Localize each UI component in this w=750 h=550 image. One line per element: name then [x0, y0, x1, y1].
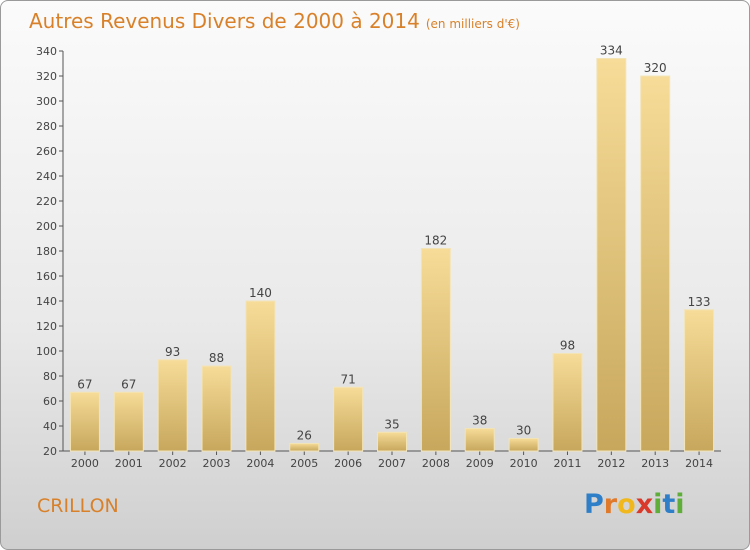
bar [157, 359, 188, 452]
x-tick-label: 2007 [378, 457, 406, 470]
bar-value-label: 133 [688, 295, 711, 309]
bar [552, 353, 583, 452]
y-tick-label: 300 [36, 95, 57, 108]
bar [333, 386, 364, 452]
chart-title: Autres Revenus Divers de 2000 à 2014 (en … [29, 9, 520, 33]
y-tick-label: 280 [36, 120, 57, 133]
logo-letter: o [617, 489, 636, 520]
y-tick-label: 40 [43, 420, 57, 433]
bar-value-label: 88 [209, 351, 224, 365]
bar [201, 365, 232, 452]
title-text: Autres Revenus Divers de 2000 à 2014 [29, 9, 420, 33]
bar-value-label: 26 [297, 429, 312, 443]
bar-value-label: 98 [560, 339, 575, 353]
x-tick-label: 2000 [71, 457, 99, 470]
x-tick-label: 2008 [422, 457, 450, 470]
y-tick-label: 60 [43, 395, 57, 408]
x-tick-label: 2001 [115, 457, 143, 470]
x-tick-label: 2005 [290, 457, 318, 470]
y-tick-label: 180 [36, 245, 57, 258]
y-tick-label: 320 [36, 70, 57, 83]
proxiti-logo: Proxiti [584, 489, 685, 520]
y-tick-label: 200 [36, 220, 57, 233]
logo-letter: x [635, 489, 654, 520]
y-tick-label: 340 [36, 45, 57, 58]
x-tick-label: 2003 [203, 457, 231, 470]
x-tick-label: 2014 [685, 457, 713, 470]
bar [508, 438, 539, 452]
y-tick-label: 160 [36, 270, 57, 283]
bar [596, 58, 627, 452]
logo-letter: t [662, 489, 676, 520]
bar-value-label: 30 [516, 424, 531, 438]
logo-letter: r [603, 489, 618, 520]
x-tick-label: 2006 [334, 457, 362, 470]
bar-value-label: 67 [77, 377, 92, 391]
x-tick-label: 2013 [641, 457, 669, 470]
logo-letter: i [653, 489, 663, 520]
bar-value-label: 38 [472, 414, 487, 428]
bar [245, 300, 276, 452]
bar [69, 391, 100, 452]
place-name: CRILLON [37, 495, 119, 517]
y-tick-label: 140 [36, 295, 57, 308]
x-tick-label: 2002 [159, 457, 187, 470]
bar [684, 309, 715, 452]
bar-value-label: 182 [424, 234, 447, 248]
y-tick-label: 220 [36, 195, 57, 208]
bar [420, 248, 451, 452]
bar-value-label: 320 [644, 61, 667, 75]
x-tick-label: 2011 [553, 457, 581, 470]
x-tick-label: 2012 [597, 457, 625, 470]
y-tick-label: 260 [36, 145, 57, 158]
bar-value-label: 93 [165, 345, 180, 359]
y-tick-label: 240 [36, 170, 57, 183]
bar [113, 391, 144, 452]
x-tick-label: 2004 [246, 457, 274, 470]
y-tick-label: 80 [43, 370, 57, 383]
bar-value-label: 140 [249, 286, 272, 300]
bar [640, 75, 671, 452]
bar [377, 431, 407, 452]
y-tick-label: 20 [43, 445, 57, 458]
logo-letter: i [675, 489, 685, 520]
x-tick-label: 2010 [510, 457, 538, 470]
bar-value-label: 67 [121, 377, 136, 391]
bar [289, 443, 320, 452]
y-tick-label: 120 [36, 320, 57, 333]
unit-label: (en milliers d'€) [425, 17, 520, 31]
bar-value-label: 334 [600, 44, 623, 58]
x-tick-label: 2009 [466, 457, 494, 470]
bar-value-label: 71 [340, 372, 355, 386]
y-tick-label: 100 [36, 345, 57, 358]
logo-letter: P [584, 489, 604, 520]
bar [464, 428, 495, 452]
bar-value-label: 35 [384, 417, 399, 431]
